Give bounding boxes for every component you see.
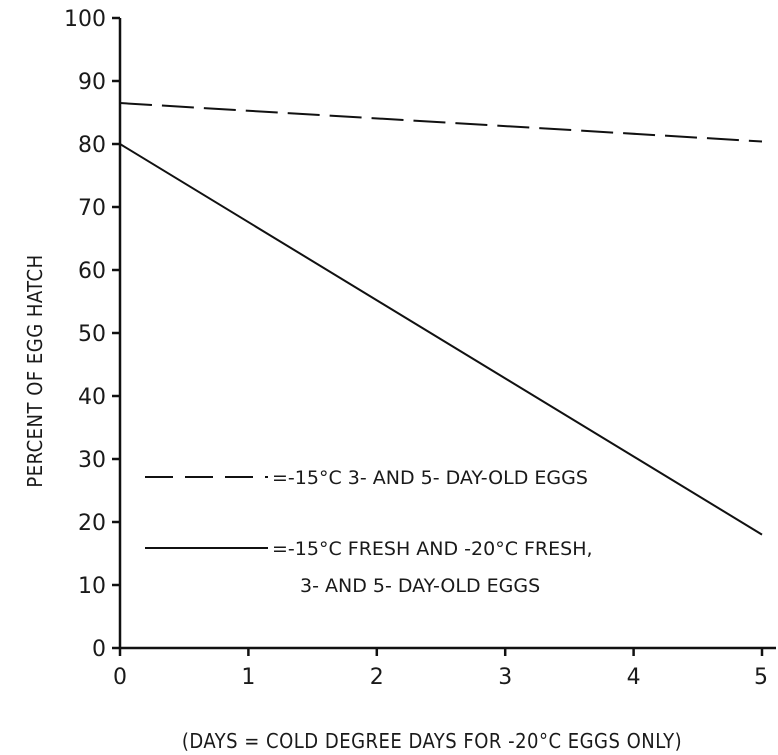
x-tick-label: 4 — [627, 665, 641, 690]
x-tick-label: 3 — [498, 665, 512, 690]
y-tick-label: 90 — [78, 70, 106, 95]
y-tick-label: 40 — [78, 385, 106, 410]
x-tick-label: 5 — [754, 665, 768, 690]
y-tick-label: 10 — [78, 574, 106, 599]
x-tick-label: 0 — [113, 665, 127, 690]
x-tick-label: 2 — [370, 665, 384, 690]
y-tick-label: 70 — [78, 196, 106, 221]
x-axis-title: (DAYS = COLD DEGREE DAYS FOR -20°C EGGS … — [182, 729, 682, 753]
series-group — [119, 102, 763, 536]
legend-dashed-label: =-15°C 3- AND 5- DAY-OLD EGGS — [272, 467, 588, 489]
y-tick-label: 20 — [78, 511, 106, 536]
series-line-solid — [119, 143, 763, 536]
y-axis-ticks: 0 10 20 30 40 50 60 70 80 90 100 — [64, 7, 120, 662]
legend-solid-label-line1: =-15°C FRESH AND -20°C FRESH, — [272, 538, 593, 560]
legend-solid-label-line2: 3- AND 5- DAY-OLD EGGS — [300, 575, 540, 597]
x-tick-label: 1 — [241, 665, 255, 690]
series-line-dashed — [119, 102, 763, 143]
y-tick-label: 0 — [92, 637, 106, 662]
y-tick-label: 80 — [78, 133, 106, 158]
y-tick-label: 100 — [64, 7, 106, 32]
y-tick-label: 60 — [78, 259, 106, 284]
y-tick-label: 30 — [78, 448, 106, 473]
x-axis-ticks: 0 1 2 3 4 5 — [113, 648, 768, 690]
legend: =-15°C 3- AND 5- DAY-OLD EGGS =-15°C FRE… — [145, 467, 593, 597]
y-tick-label: 50 — [78, 322, 106, 347]
y-axis-title: PERCENT OF EGG HATCH — [23, 254, 47, 487]
